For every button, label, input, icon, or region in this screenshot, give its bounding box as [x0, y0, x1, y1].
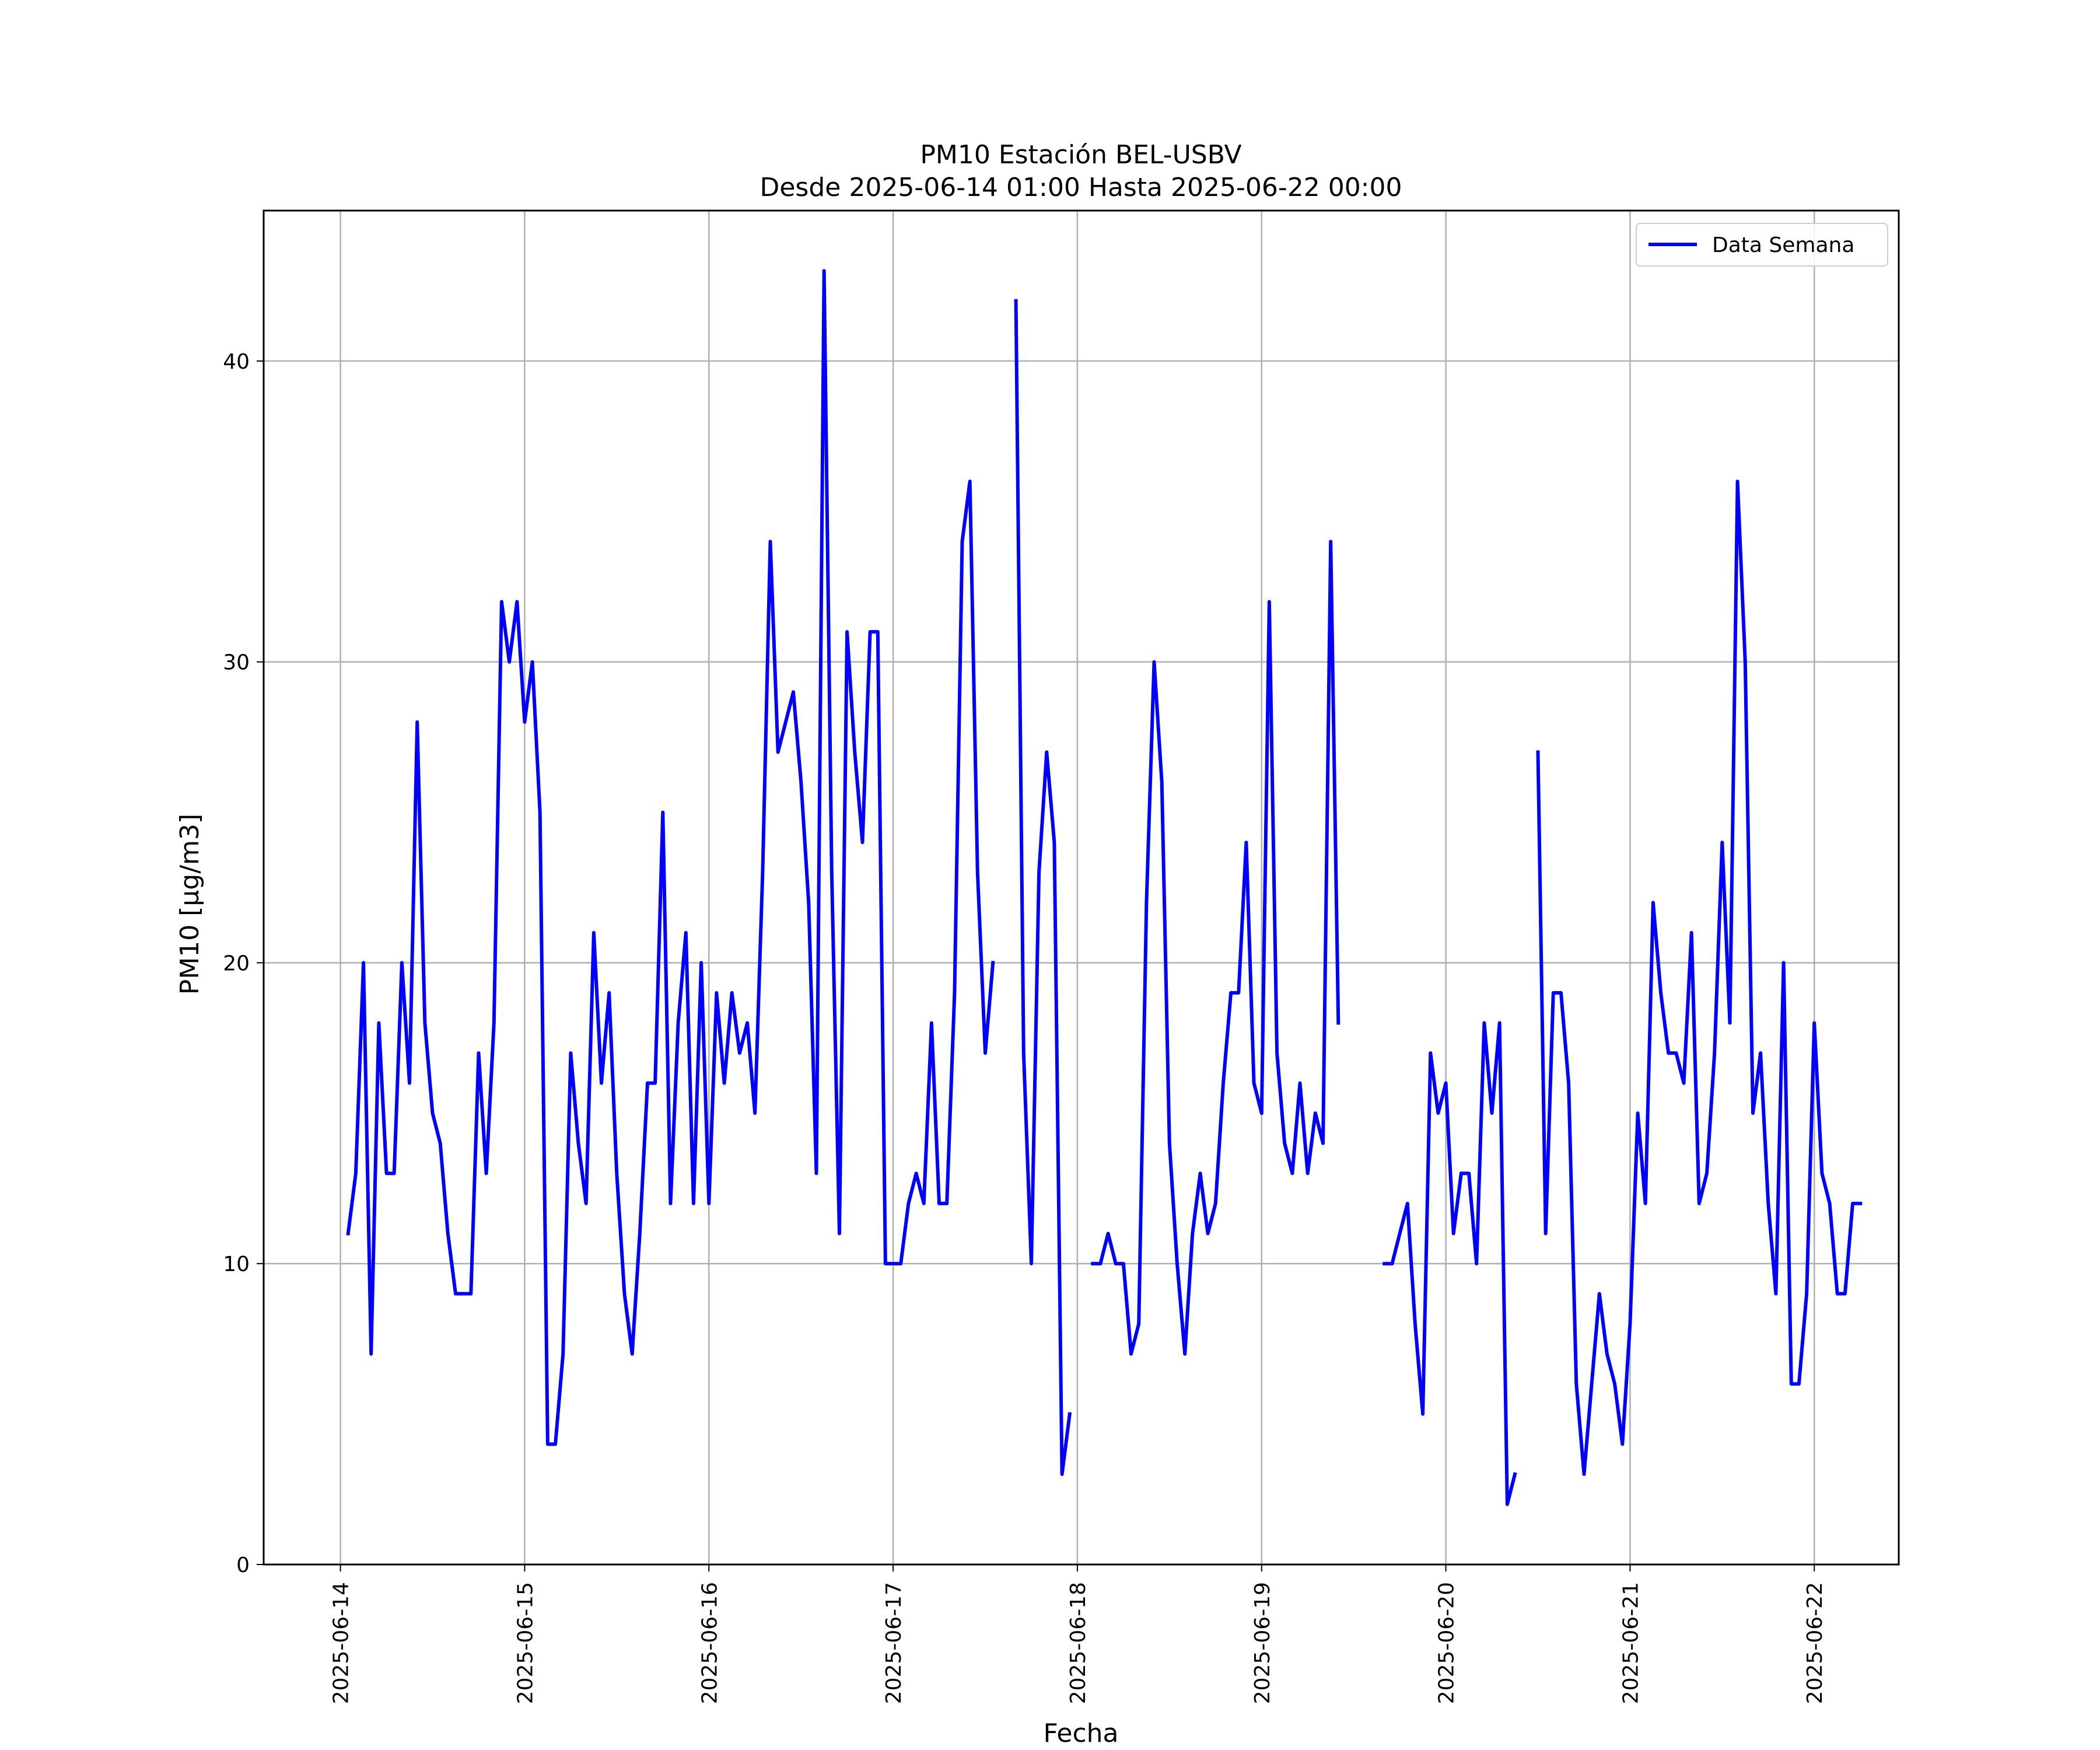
- x-tick-label: 2025-06-18: [1066, 1582, 1090, 1704]
- y-tick-label: 30: [223, 651, 250, 675]
- legend-entry-data-semana: Data Semana: [1712, 233, 1854, 257]
- series-layer: [346, 269, 1863, 1506]
- y-tick-label: 40: [223, 350, 250, 374]
- x-tick-label: 2025-06-21: [1619, 1582, 1643, 1704]
- chart-subtitle: Desde 2025-06-14 01:00 Hasta 2025-06-22 …: [760, 173, 1402, 202]
- y-axis-label: PM10 [μg/m3]: [175, 814, 205, 995]
- plot-frame: [262, 209, 1900, 1566]
- x-tick-label: 2025-06-17: [882, 1582, 906, 1704]
- x-axis-label: Fecha: [1043, 1718, 1118, 1748]
- series-line-data-semana: [346, 269, 1863, 1506]
- x-tick-label: 2025-06-19: [1251, 1582, 1275, 1704]
- chart-title: PM10 Estación BEL-USBV: [920, 140, 1241, 170]
- x-tick-label: 2025-06-16: [698, 1582, 722, 1704]
- legend: Data Semana: [1636, 223, 1888, 267]
- y-tick-label: 0: [236, 1553, 250, 1577]
- x-tick-label: 2025-06-20: [1435, 1582, 1459, 1704]
- y-tick-label: 10: [223, 1252, 250, 1276]
- x-tick-label: 2025-06-22: [1803, 1582, 1827, 1704]
- x-tick-label: 2025-06-14: [330, 1582, 354, 1704]
- y-tick-label: 20: [223, 951, 250, 975]
- x-tick-label: 2025-06-15: [513, 1582, 537, 1704]
- ticks: 2025-06-14 2025-06-15 2025-06-16 2025-06-17…: [223, 350, 1827, 1704]
- legend-box: [1636, 223, 1888, 267]
